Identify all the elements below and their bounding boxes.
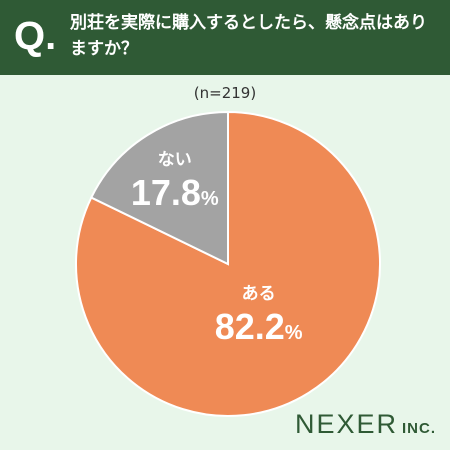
brand-name: NEXER: [294, 409, 398, 439]
sample-size-label: (n=219): [193, 84, 257, 102]
slice-label-nai: ない: [158, 150, 192, 170]
q-mark: Q.: [14, 14, 57, 58]
brand-suffix: INC.: [402, 420, 436, 437]
slice-label-aru: ある: [242, 284, 276, 304]
slice-value-aru: 82.2%: [215, 306, 303, 347]
slice-value-nai: 17.8%: [131, 172, 219, 213]
question-header: Q. 別荘を実際に購入するとしたら、懸念点はありますか？: [0, 0, 450, 75]
brand-logo: NEXER INC.: [295, 409, 436, 440]
question-text: 別荘を実際に購入するとしたら、懸念点はありますか？: [70, 13, 427, 59]
pie-slice-nai: [89, 110, 229, 266]
